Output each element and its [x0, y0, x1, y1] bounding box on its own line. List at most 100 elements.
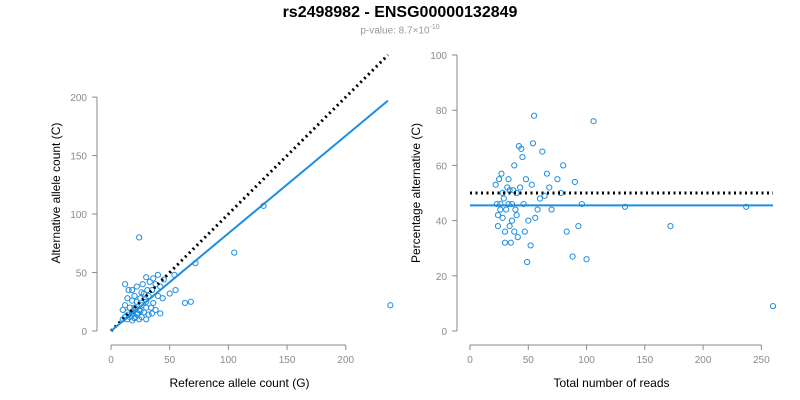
right-scatter-panel: 0 50 100 150 200 250 0 20 40 60 80 100 Total number … — [409, 51, 777, 390]
right-data-point — [534, 206, 541, 213]
right-data-point — [511, 162, 518, 169]
right-data-point — [505, 200, 512, 208]
right-x-tick-label: 150 — [636, 355, 653, 366]
left-data-point — [129, 286, 136, 294]
right-data-point — [529, 140, 537, 147]
left-data-point — [166, 290, 173, 297]
right-data-point — [554, 176, 561, 183]
right-data-point — [494, 211, 502, 219]
right-data-point — [511, 228, 518, 235]
right-data-point — [497, 206, 504, 213]
right-data-point — [510, 187, 517, 194]
left-data-point — [121, 281, 129, 288]
right-data-point — [769, 303, 777, 310]
right-y-axis-label: Percentage alternative (C) — [409, 123, 423, 263]
left-x-tick-label: 100 — [220, 355, 237, 366]
right-x-tick-label: 50 — [523, 355, 535, 366]
right-data-point — [530, 112, 538, 119]
right-y-tick-label: 100 — [430, 51, 447, 62]
chart-subtitle: p-value: 8.7×10-10 — [0, 24, 800, 36]
right-data-point — [505, 176, 512, 183]
left-data-point — [150, 275, 157, 282]
left-y-tick-label: 50 — [76, 269, 88, 280]
right-data-point — [514, 234, 521, 241]
right-data-point — [508, 200, 516, 208]
left-data-point — [143, 304, 150, 311]
right-x-tick-label: 200 — [695, 355, 712, 366]
right-data-point — [575, 223, 582, 230]
left-data-point — [159, 295, 166, 302]
left-data-point — [143, 274, 150, 281]
right-data-point — [499, 189, 506, 197]
left-y-tick-label: 100 — [70, 210, 87, 221]
left-reference-line — [109, 53, 390, 333]
left-data-point — [136, 234, 143, 241]
pvalue-exponent: -10 — [429, 24, 440, 31]
right-data-point — [525, 217, 532, 224]
right-data-point — [512, 206, 519, 213]
right-data-point — [548, 206, 555, 213]
left-data-point — [138, 289, 145, 296]
left-x-tick-label: 50 — [164, 355, 176, 366]
left-data-point — [148, 310, 156, 317]
right-data-point — [499, 214, 506, 221]
right-data-point — [493, 200, 500, 208]
left-data-point — [146, 278, 153, 285]
right-x-tick-label: 250 — [753, 355, 770, 366]
right-x-tick-label: 100 — [578, 355, 595, 366]
left-data-point — [150, 299, 157, 307]
right-data-point — [513, 211, 520, 219]
right-y-tick-label: 0 — [441, 327, 447, 338]
right-data-point — [500, 195, 507, 202]
right-data-point — [546, 184, 553, 191]
left-data-point — [140, 309, 147, 316]
right-data-point — [563, 228, 570, 235]
right-data-point — [532, 214, 539, 221]
right-y-tick-label: 80 — [436, 106, 448, 117]
right-data-point — [543, 170, 551, 177]
left-data-point — [139, 281, 146, 288]
left-data-point — [172, 286, 179, 294]
right-data-point — [583, 256, 590, 263]
right-data-point — [578, 200, 585, 208]
left-data-point — [231, 249, 238, 256]
left-data-point — [181, 299, 189, 307]
right-data-point — [507, 239, 514, 246]
left-data-point — [121, 302, 129, 309]
left-data-point — [152, 306, 159, 314]
right-data-point — [503, 206, 510, 213]
right-data-point — [496, 176, 503, 183]
left-data-point — [119, 306, 126, 314]
left-data-point — [133, 298, 140, 305]
right-data-point — [571, 178, 578, 186]
right-data-point — [521, 228, 528, 235]
left-x-tick-label: 0 — [108, 355, 114, 366]
right-data-point — [498, 170, 505, 177]
right-data-point — [527, 242, 534, 249]
right-data-point — [501, 228, 509, 235]
left-x-tick-label: 200 — [337, 355, 354, 366]
right-data-point — [569, 253, 576, 260]
right-data-point — [536, 195, 544, 202]
right-y-tick-label: 20 — [436, 272, 448, 283]
right-data-point — [506, 223, 513, 230]
left-data-point — [148, 286, 156, 294]
right-data-point — [539, 148, 546, 155]
right-data-point — [621, 203, 629, 210]
right-data-point — [520, 200, 527, 208]
left-data-point — [387, 302, 394, 309]
right-data-point — [590, 118, 597, 125]
right-y-tick-label: 60 — [436, 161, 448, 172]
right-data-point — [528, 181, 535, 188]
left-data-point — [133, 283, 140, 290]
left-data-point — [154, 271, 162, 278]
right-data-point — [492, 181, 499, 188]
right-data-point — [743, 203, 750, 210]
left-data-point — [154, 292, 162, 300]
left-data-point — [143, 316, 150, 323]
right-data-point — [494, 223, 502, 230]
left-data-point — [131, 292, 138, 300]
left-data-point — [125, 286, 132, 294]
chart-title: rs2498982 - ENSG00000132849 — [282, 4, 518, 21]
